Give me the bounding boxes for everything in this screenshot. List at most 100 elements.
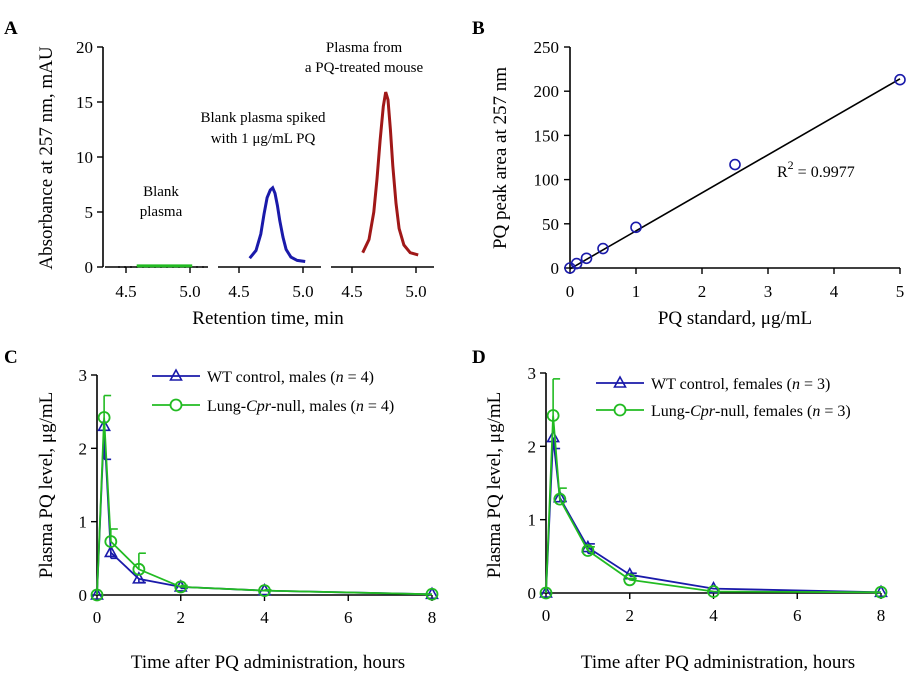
panel-a-sub2-x-tick-label: 4.5 [228, 282, 249, 301]
panel-a-y-tick-label: 15 [76, 93, 93, 112]
panel-c-series-null [90, 394, 439, 602]
panel-a-sub1-x-tick-label: 5.0 [179, 282, 200, 301]
panel-a-sub3-annotation-line1: Plasma from [326, 40, 403, 56]
series-line [545, 415, 882, 594]
panel-b-y-tick-label: 50 [542, 215, 559, 234]
panel-b-x-tick-label: 2 [698, 282, 707, 301]
panel-b-fit-line [569, 78, 901, 270]
panel-b-x-axis-label: PQ standard, μg/mL [658, 308, 812, 329]
legend-circle-icon [613, 403, 627, 417]
panel-c-y-tick-label: 2 [79, 439, 88, 458]
triangle-marker [546, 429, 560, 443]
panel-b-y-tick-label: 200 [534, 82, 560, 101]
panel-d-legend-wt: WT control, females (n = 3) [651, 376, 830, 393]
panel-b: B PQ peak area at 257 nm PQ standard, μg… [472, 18, 906, 329]
legend-part: -null, males ( [271, 398, 356, 415]
series-line [96, 417, 433, 596]
panel-b-x-tick-label: 5 [896, 282, 905, 301]
panel-d-x-tick-label: 8 [877, 606, 886, 625]
triangle-marker [132, 571, 146, 584]
circle-marker [132, 562, 146, 576]
panel-a-treated-mouse-trace [361, 91, 419, 257]
panel-b-x-tick-label: 1 [632, 282, 641, 301]
panel-b-data-point [580, 252, 593, 265]
panel-a-y-tick-label: 20 [76, 38, 93, 57]
panel-b-y-tick-label: 100 [534, 171, 560, 190]
panel-d-y-tick-label: 2 [528, 437, 537, 456]
circle-marker [623, 573, 637, 587]
legend-triangle-icon [613, 375, 627, 388]
panel-c-y-tick-label: 0 [79, 586, 88, 605]
panel-c-legend-wt: WT control, males (n = 4) [207, 369, 374, 386]
panel-d-x-tick-label: 0 [542, 606, 551, 625]
circle-marker [104, 535, 118, 548]
r2-exponent: 2 [788, 158, 794, 172]
panel-c: C Plasma PQ level, μg/mL Time after PQ a… [4, 347, 439, 673]
panel-a-sub2-annotation-line2: with 1 μg/mL PQ [211, 131, 316, 147]
panel-a-sub1-annotation-line1: Blank [143, 184, 179, 200]
triangle-marker [874, 584, 888, 598]
legend-part: -null, females ( [715, 403, 812, 420]
panel-a-sub3-x-tick-label: 5.0 [405, 282, 426, 301]
panel-b-y-tick-label: 0 [551, 259, 560, 278]
panel-d: D Plasma PQ level, μg/mL Time after PQ a… [472, 347, 888, 673]
legend-n: n [336, 369, 344, 386]
panel-c-legend: WT control, males (n = 4) Lung-Cpr-null,… [152, 368, 394, 415]
panel-b-r-squared: R2 = 0.9977 [777, 158, 855, 181]
panel-d-series [539, 378, 888, 600]
panel-c-y-tick-label: 1 [79, 513, 88, 532]
panel-b-x-tick-label: 4 [830, 282, 839, 301]
panel-a-spiked-plasma-trace [248, 185, 306, 263]
series-line [545, 437, 882, 594]
panel-a-sub2-annotation-line1: Blank plasma spiked [201, 110, 326, 126]
panel-d-legend-null: Lung-Cpr-null, females (n = 3) [651, 403, 851, 420]
panel-c-letter: C [4, 347, 18, 368]
panel-a-sub3-annotation-line2: a PQ-treated mouse [305, 60, 424, 76]
panel-b-y-axis-label: PQ peak area at 257 nm [490, 67, 511, 249]
triangle-marker [425, 586, 439, 600]
triangle-marker [552, 490, 567, 503]
panel-b-data-point [729, 158, 741, 171]
legend-n: n [356, 398, 364, 415]
panel-c-legend-null: Lung-Cpr-null, males (n = 4) [207, 398, 394, 415]
panel-c-series [90, 394, 439, 602]
circle-marker [174, 580, 188, 594]
panel-c-x-tick-label: 6 [344, 608, 353, 627]
panel-d-legend: WT control, females (n = 3) Lung-Cpr-nul… [596, 375, 851, 420]
panel-b-letter: B [472, 18, 485, 39]
panel-d-series-wt [539, 429, 888, 598]
panel-b-x-tick-label: 3 [764, 282, 773, 301]
panel-a-y-tick-label: 5 [85, 203, 94, 222]
panel-a-sub1-annotation-line2: plasma [140, 204, 183, 220]
panel-b-data-point [597, 242, 609, 255]
panel-c-x-tick-label: 0 [93, 608, 102, 627]
panel-d-x-tick-label: 6 [793, 606, 802, 625]
circle-marker [97, 411, 111, 424]
panel-d-y-tick-label: 1 [528, 511, 537, 530]
panel-d-ticks: 0 2 4 6 8 0 1 2 3 [528, 364, 886, 625]
panel-b-y-tick-label: 250 [534, 38, 560, 57]
circle-marker [553, 492, 567, 506]
panel-a-y-tick-label: 0 [85, 258, 94, 277]
series-line [96, 426, 433, 596]
legend-triangle-icon [169, 368, 183, 381]
legend-part: WT control, males ( [207, 369, 336, 386]
panel-d-x-tick-label: 2 [626, 606, 635, 625]
panel-b-y-tick-label: 150 [534, 126, 560, 145]
panel-a: A Absorbance at 257 nm, mAU Retention ti… [4, 18, 434, 329]
panel-a-letter: A [4, 18, 18, 39]
panel-c-x-tick-label: 2 [177, 608, 186, 627]
triangle-marker [103, 544, 118, 558]
circle-marker [874, 585, 888, 599]
panel-b-x-tick-label: 0 [566, 282, 575, 301]
panel-a-x-axis-label: Retention time, min [192, 308, 344, 329]
panel-d-y-tick-label: 3 [528, 364, 537, 383]
panel-a-sub3-x-tick-label: 4.5 [341, 282, 362, 301]
legend-part: WT control, females ( [651, 376, 792, 393]
panel-a-sub2-x-tick-label: 5.0 [292, 282, 313, 301]
panel-b-data-point [894, 73, 906, 86]
r2-value: = 0.9977 [794, 164, 855, 181]
legend-part: Lung- [651, 403, 690, 420]
circle-marker [425, 587, 439, 601]
